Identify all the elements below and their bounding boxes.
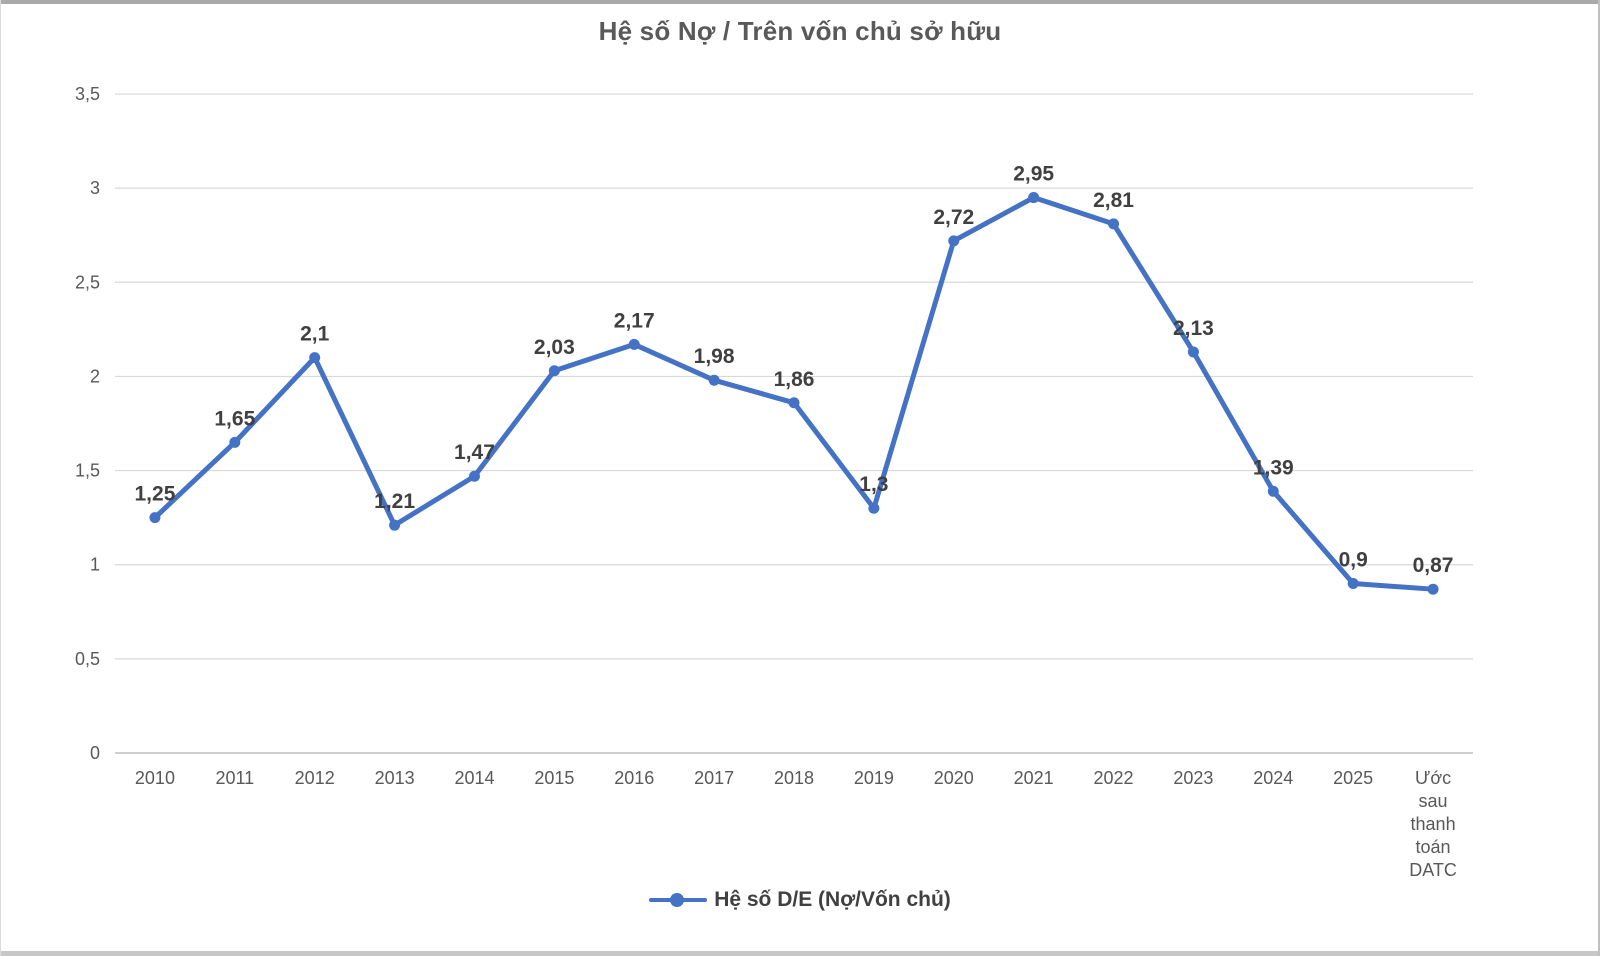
x-tick-label: DATC: [1409, 860, 1457, 880]
x-tick-label: 2019: [854, 768, 894, 788]
legend: Hệ số D/E (Nợ/Vốn chủ): [0, 888, 1600, 912]
data-point: [1267, 485, 1279, 497]
x-tick-label: 2023: [1173, 768, 1213, 788]
x-tick-label: 2016: [614, 768, 654, 788]
data-label: 2,72: [933, 206, 974, 229]
legend-dot-icon: [670, 893, 685, 907]
data-label: 1,3: [859, 473, 888, 496]
data-label: 1,25: [135, 483, 176, 506]
data-label: 1,65: [214, 407, 255, 430]
data-point: [1108, 218, 1120, 230]
data-label: 2,95: [1013, 163, 1054, 186]
x-tick-label: Ước: [1415, 768, 1451, 788]
data-point: [309, 352, 321, 364]
top-edge-divider: [0, 0, 1600, 4]
data-label: 2,17: [614, 309, 655, 332]
legend-line-marker-icon: [649, 893, 708, 907]
data-point: [389, 519, 401, 531]
y-tick-label: 2: [90, 366, 100, 386]
data-label: 1,86: [774, 368, 815, 391]
data-point: [708, 374, 720, 386]
bottom-edge-divider: [0, 951, 1600, 956]
x-tick-label: sau: [1419, 791, 1448, 811]
data-label: 0,87: [1413, 554, 1454, 577]
x-tick-label: 2012: [295, 768, 335, 788]
x-tick-label: 2022: [1094, 768, 1134, 788]
chart-title: Hệ số Nợ / Trên vốn chủ sở hữu: [598, 16, 1002, 46]
y-tick-label: 2,5: [75, 272, 100, 292]
x-tick-label: 2021: [1014, 768, 1054, 788]
y-tick-label: 1: [90, 555, 100, 575]
data-point: [1187, 346, 1199, 358]
data-label: 2,81: [1093, 189, 1134, 212]
data-point: [628, 338, 640, 350]
data-point: [149, 512, 161, 524]
data-point: [548, 365, 560, 377]
data-point: [1427, 583, 1439, 595]
data-point: [948, 235, 960, 247]
x-tick-label: 2013: [375, 768, 415, 788]
x-tick-label: 2020: [934, 768, 974, 788]
y-tick-label: 1,5: [75, 461, 100, 481]
data-point: [788, 397, 800, 409]
data-label: 1,39: [1253, 456, 1294, 479]
y-tick-label: 3: [90, 178, 100, 198]
legend-series-label: Hệ số D/E (Nợ/Vốn chủ): [714, 888, 951, 911]
data-point: [868, 502, 880, 514]
x-tick-label: 2017: [694, 768, 734, 788]
y-tick-label: 0: [90, 743, 100, 763]
left-edge-divider: [0, 0, 1, 956]
data-point: [468, 470, 480, 482]
series-line: [152, 195, 1436, 592]
data-point: [229, 436, 241, 448]
x-tick-label: 2011: [215, 768, 254, 788]
y-tick-label: 0,5: [75, 649, 100, 669]
x-tick-label: 2025: [1333, 768, 1373, 788]
data-label: 2,13: [1173, 317, 1214, 340]
x-tick-label: 2015: [534, 768, 574, 788]
x-tick-label: 2018: [774, 768, 814, 788]
x-tick-label: 2014: [454, 768, 494, 788]
data-label: 0,9: [1339, 549, 1368, 572]
right-edge-divider: [1598, 0, 1600, 956]
data-point: [1028, 192, 1040, 204]
x-tick-label: 2010: [135, 768, 175, 788]
x-tick-label: 2024: [1253, 768, 1293, 788]
data-label: 2,1: [300, 323, 330, 346]
data-label: 1,47: [454, 441, 495, 464]
data-label: 1,21: [374, 490, 415, 513]
y-tick-label: 3,5: [75, 84, 100, 104]
data-label: 2,03: [534, 336, 575, 359]
data-label: 1,98: [694, 345, 735, 368]
data-point: [1347, 578, 1359, 590]
x-tick-label: thanh: [1411, 814, 1456, 834]
x-tick-label: toán: [1416, 837, 1451, 857]
